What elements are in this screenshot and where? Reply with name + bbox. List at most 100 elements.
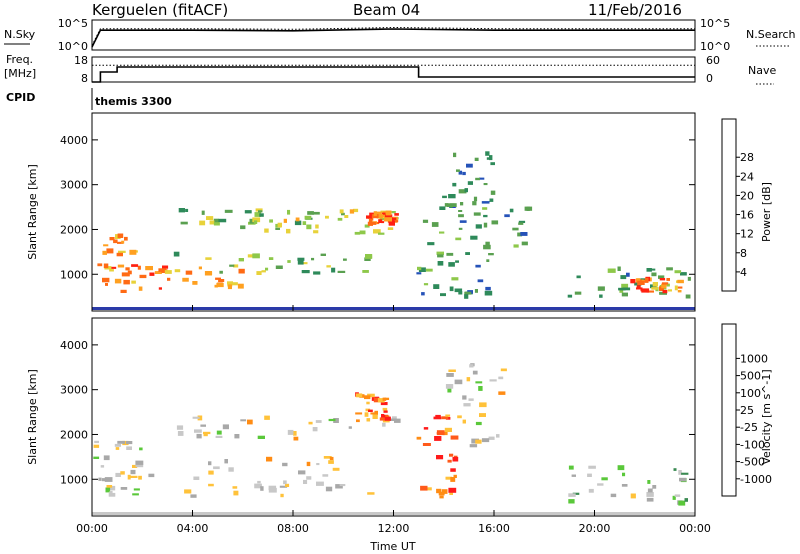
vel-cells-cell-78 — [197, 415, 203, 421]
vel-cells-cell-37 — [184, 489, 192, 494]
power-cells-cell-291 — [620, 275, 627, 280]
power-cells-cell-251 — [460, 202, 464, 206]
vel-cells-cell-38 — [282, 462, 288, 467]
vel-cells-cell-29 — [135, 460, 144, 465]
vel-cells-cell-25 — [109, 490, 113, 495]
power-cells-cell-299 — [576, 275, 581, 279]
power-cells-cell-314 — [677, 290, 682, 293]
vel-cells-cell-130 — [450, 435, 459, 440]
vel-cells-cell-88 — [176, 425, 184, 430]
power-cells-cell-137 — [255, 208, 263, 212]
power-cells-cell-311 — [646, 290, 654, 293]
power-cells-cell-57 — [139, 274, 147, 279]
power-cbar-label-1: 8 — [740, 247, 747, 260]
vel-cells-cell-5 — [108, 485, 116, 491]
vel-cells-cell-139 — [445, 476, 452, 480]
vel-cells-cell-52 — [268, 487, 277, 493]
power-cells-cell-127 — [313, 230, 319, 234]
power-cells-cell-51 — [204, 271, 212, 276]
nsky-line — [91, 28, 695, 48]
power-cells-cell-50 — [216, 282, 224, 288]
power-colorbar: 4 8 12 16 20 24 28 — [721, 118, 754, 292]
power-cells-cell-241 — [474, 157, 479, 161]
power-cells-cell-18 — [129, 249, 137, 255]
velocity-ylabel: Slant Range [km] — [26, 369, 39, 465]
vel-cells-cell-197 — [622, 472, 626, 477]
power-cells-cell-49 — [227, 284, 232, 290]
power-cells-cell-164 — [385, 210, 392, 216]
freq-strip-frame — [91, 56, 696, 83]
power-cells-cell-195 — [483, 244, 491, 250]
power-cells-cell-215 — [436, 251, 444, 255]
power-cells-cell-25 — [116, 252, 123, 257]
power-cells-cell-44 — [145, 266, 153, 271]
power-cells-cell-93 — [254, 212, 261, 217]
vel-cells-cell-183 — [498, 376, 504, 380]
power-cells-cell-288 — [621, 292, 628, 297]
power-cells-cell-207 — [512, 227, 519, 231]
power-cells-cell-175 — [371, 221, 377, 225]
power-cells-cell-244 — [485, 151, 490, 156]
power-cells-cell-98 — [240, 225, 246, 230]
noise-strip-frame — [91, 19, 696, 51]
power-cells-cell-275 — [646, 268, 652, 272]
power-cells-cell-323 — [677, 286, 683, 289]
vel-cells-cell-176 — [481, 438, 490, 443]
vel-cells-cell-133 — [436, 488, 442, 494]
vel-cells-cell-168 — [462, 419, 466, 424]
power-cells-cell-14 — [117, 241, 124, 244]
vel-cells-cell-109 — [380, 402, 388, 406]
power-cells-cell-239 — [417, 266, 422, 271]
vel-cbar-label-5: 100 — [740, 387, 761, 400]
vel-cells-cell-170 — [447, 388, 452, 393]
power-cells-cell-218 — [448, 262, 455, 267]
power-cells-cell-20 — [118, 250, 126, 253]
vel-cells-cell-92 — [247, 419, 253, 425]
noise-right-tick-bottom: 10^0 — [700, 40, 730, 53]
power-cells-cell-86 — [247, 254, 254, 258]
vel-cells-cell-27 — [104, 477, 113, 482]
vel-cells-cell-6 — [122, 440, 129, 446]
vel-cells-cell-68 — [130, 469, 136, 475]
power-cells-cell-202 — [483, 214, 488, 218]
velocity-y-axis: 1000 2000 3000 4000 — [60, 339, 695, 486]
power-cells-cell-287 — [659, 291, 667, 295]
vel-cells-cell-173 — [468, 398, 474, 401]
vel-cells-cell-182 — [475, 381, 483, 384]
vel-cells-cell-81 — [333, 418, 339, 423]
power-cells-cell-224 — [484, 290, 493, 296]
freq-label: Freq. — [6, 53, 33, 66]
power-cells-cell-151 — [370, 216, 374, 221]
power-cbar-frame — [721, 118, 737, 292]
power-cells-cell-211 — [426, 268, 433, 272]
power-cbar-label-3: 16 — [740, 209, 754, 222]
vel-cells-cell-164 — [488, 436, 495, 440]
vel-cells-cell-216 — [630, 493, 636, 499]
power-cells-cell-200 — [458, 214, 464, 218]
power-cells-cell-135 — [304, 215, 312, 220]
vel-cells-cell-212 — [681, 472, 689, 475]
vel-cells-cell-43 — [316, 481, 324, 486]
vel-yticks-label-0: 1000 — [60, 473, 88, 486]
vel-cells-cell-48 — [306, 476, 312, 480]
power-cells-cell-154 — [384, 214, 393, 218]
vel-cells-cell-51 — [323, 456, 332, 459]
power-cells-cell-179 — [384, 217, 392, 222]
vel-cells-cell-47 — [257, 480, 261, 484]
power-cells-cell-261 — [458, 189, 467, 194]
vel-cells-cell-209 — [678, 470, 682, 475]
vel-cells-cell-17 — [94, 440, 99, 444]
power-cells-cell-100 — [275, 227, 280, 230]
power-cells-cell-277 — [626, 272, 630, 277]
power-cells-cell-221 — [465, 252, 470, 255]
power-cells-cell-22 — [103, 244, 109, 247]
vel-cells-cell-166 — [475, 421, 482, 426]
vel-cells-cell-54 — [266, 456, 273, 462]
power-cells-cell-92 — [213, 218, 219, 223]
vel-cells-cell-53 — [285, 483, 290, 487]
vel-cells-cell-85 — [287, 429, 294, 435]
vel-cells-cell-171 — [445, 384, 454, 389]
vel-cells-cell-184 — [454, 379, 463, 385]
vel-cbar-label-6: 500 — [740, 370, 761, 383]
power-cells-cell-243 — [479, 177, 485, 180]
